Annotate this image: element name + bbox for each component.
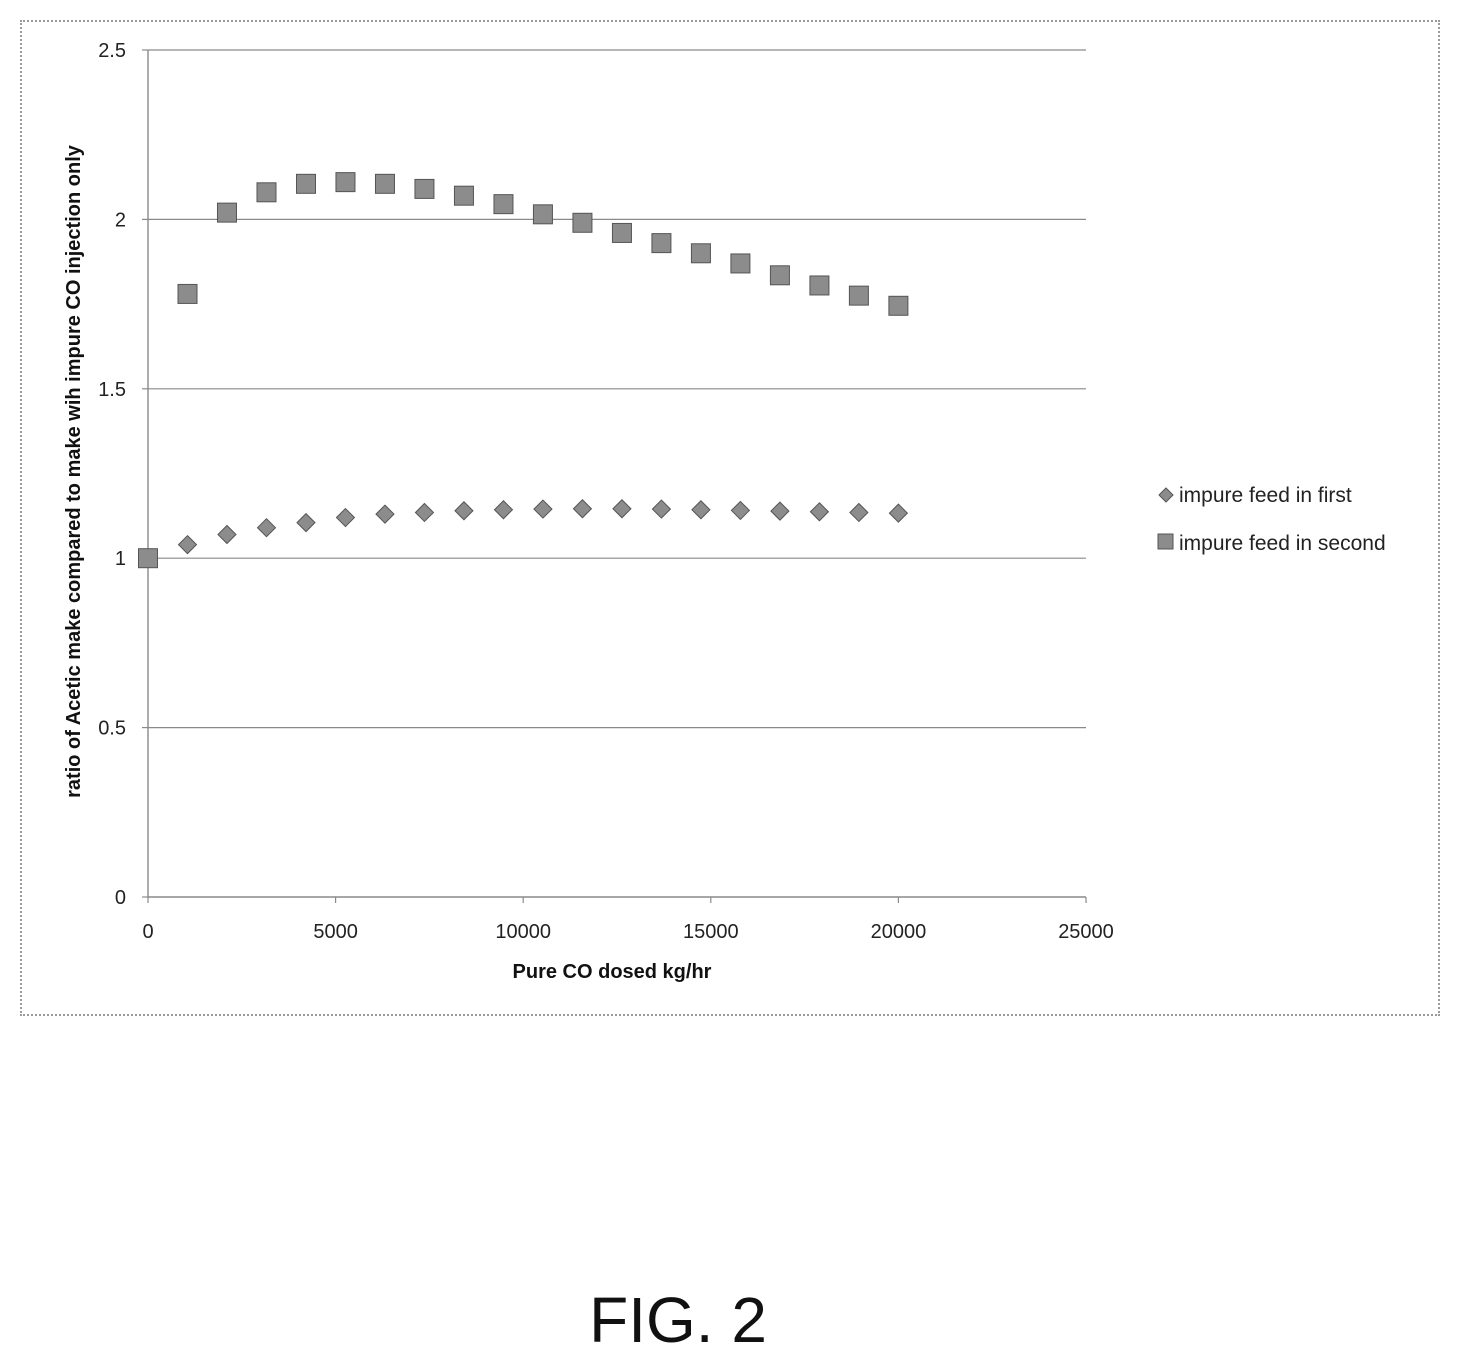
- data-point-diamond: [217, 524, 237, 545]
- data-point-square: [138, 548, 158, 569]
- data-point-diamond: [651, 499, 672, 519]
- data-point-square: [256, 182, 277, 203]
- data-point-square: [809, 275, 830, 296]
- data-point-square: [848, 285, 869, 306]
- y-tick-label: 0.5: [98, 718, 126, 740]
- legend-item-impure-feed-in-first: impure feed in first: [1158, 484, 1352, 507]
- x-tick-labels: 0 5000 10000 15000 20000 25000: [142, 921, 1113, 943]
- data-point-diamond: [335, 507, 356, 528]
- chart-frame: [20, 20, 1440, 1016]
- y-tick-label: 2.5: [98, 40, 126, 62]
- y-tick-label: 1: [115, 548, 126, 570]
- data-point-diamond: [533, 499, 553, 519]
- y-tick-labels: 0 0.5 1 1.5 2 2.5: [98, 40, 126, 909]
- data-point-diamond: [612, 499, 632, 519]
- data-point-diamond: [809, 502, 830, 522]
- data-point-diamond: [375, 504, 395, 524]
- x-axis-title: Pure CO dosed kg/hr: [513, 961, 712, 983]
- data-point-diamond: [454, 501, 474, 521]
- legend: impure feed in first impure feed in seco…: [1157, 484, 1386, 555]
- x-tick-label: 20000: [871, 921, 927, 943]
- data-point-square: [572, 212, 593, 233]
- data-point-square: [690, 243, 711, 264]
- data-point-diamond: [691, 500, 711, 520]
- data-point-square: [177, 283, 198, 304]
- x-tick-label: 10000: [495, 921, 551, 943]
- data-point-square: [493, 194, 514, 215]
- x-tick-label: 15000: [683, 921, 739, 943]
- y-tick-label: 2: [115, 209, 126, 231]
- data-point-diamond: [177, 534, 198, 555]
- legend-marker-diamond: [1158, 487, 1174, 503]
- data-point-diamond: [296, 512, 316, 533]
- data-point-diamond: [730, 500, 751, 521]
- data-point-diamond: [770, 501, 790, 521]
- data-points: [138, 172, 909, 569]
- figure-label: FIG. 2: [589, 1284, 767, 1356]
- data-point-diamond: [572, 499, 593, 519]
- legend-marker-square: [1157, 533, 1174, 550]
- data-point-square: [453, 185, 474, 206]
- y-tick-label: 0: [115, 887, 126, 909]
- x-tick-label: 5000: [313, 921, 358, 943]
- legend-label: impure feed in first: [1179, 484, 1352, 507]
- data-point-square: [335, 172, 356, 193]
- y-axis-title: ratio of Acetic make compared to make wi…: [63, 144, 85, 798]
- data-point-square: [730, 253, 751, 274]
- data-point-square: [769, 265, 790, 286]
- data-point-square: [295, 173, 316, 194]
- data-point-diamond: [256, 518, 277, 538]
- axes: [142, 49, 1087, 903]
- x-tick-label: 25000: [1058, 921, 1114, 943]
- y-tick-label: 1.5: [98, 379, 126, 401]
- legend-item-impure-feed-in-second: impure feed in second: [1157, 532, 1386, 555]
- data-point-square: [651, 233, 672, 254]
- grid-lines: [148, 49, 1086, 729]
- data-point-diamond: [849, 502, 869, 523]
- data-point-square: [611, 222, 632, 243]
- x-tick-label: 0: [142, 921, 153, 943]
- data-point-diamond: [888, 503, 909, 523]
- data-point-square: [216, 202, 237, 223]
- data-point-diamond: [493, 500, 514, 520]
- legend-label: impure feed in second: [1179, 532, 1386, 555]
- data-point-square: [374, 173, 395, 194]
- data-point-diamond: [414, 502, 435, 523]
- data-point-square: [532, 204, 553, 225]
- data-point-square: [414, 178, 435, 199]
- data-point-square: [888, 295, 909, 316]
- chart: 0 0.5 1 1.5 2 2.5 0 5000 10000 15000 20000 25000 P…: [63, 40, 1386, 983]
